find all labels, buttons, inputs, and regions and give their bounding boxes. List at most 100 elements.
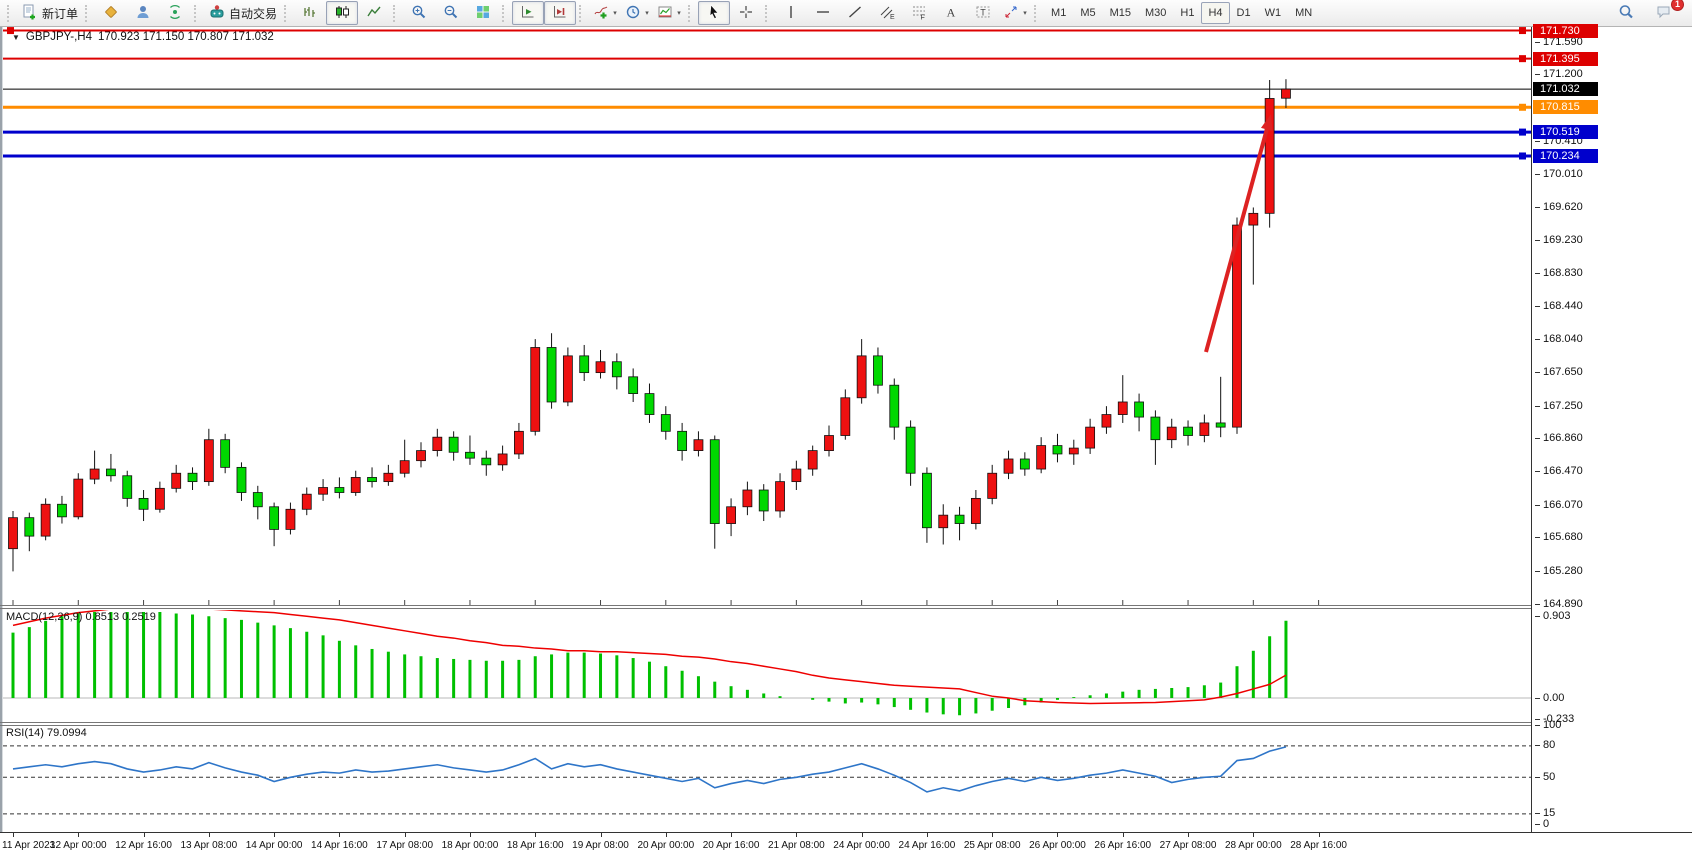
price-tick-label: 0.903 xyxy=(1535,610,1571,623)
line-handle[interactable] xyxy=(1519,128,1526,136)
time-axis-label: 19 Apr 08:00 xyxy=(572,840,629,851)
price-tick-label: 166.070 xyxy=(1535,499,1583,512)
line-handle[interactable] xyxy=(1519,152,1526,160)
cursor-button[interactable] xyxy=(698,1,731,25)
timeframe-m30-button[interactable]: M30 xyxy=(1145,7,1167,19)
time-axis-label: 26 Apr 16:00 xyxy=(1094,840,1152,851)
time-axis-tick xyxy=(339,833,341,837)
toolbar-group-grip xyxy=(579,4,584,22)
search-button[interactable] xyxy=(1610,1,1642,25)
zoom-out-button[interactable] xyxy=(435,1,467,25)
timeframe-m15-button[interactable]: M15 xyxy=(1109,7,1131,19)
candle-body xyxy=(1150,416,1161,441)
chevron-down-icon[interactable]: ▾ xyxy=(645,10,649,17)
pane-separator[interactable] xyxy=(0,722,1692,723)
chevron-down-icon[interactable]: ▾ xyxy=(1023,10,1027,17)
symbol-dropdown-icon[interactable]: ▼ xyxy=(12,32,20,42)
toolbar-group-grip xyxy=(502,4,507,22)
channel-button[interactable]: E xyxy=(871,1,903,25)
chevron-down-icon[interactable]: ▾ xyxy=(677,10,681,17)
chart-shift-icon xyxy=(552,4,568,23)
tile-windows-icon xyxy=(475,4,491,23)
candle-body xyxy=(1117,401,1128,415)
price-tick-label: 165.680 xyxy=(1535,531,1583,544)
price-scale[interactable]: 171.590 171.200 170.410 170.010 169.620 169.2… xyxy=(1531,23,1692,832)
candle-body xyxy=(1232,224,1242,428)
trendline-button[interactable] xyxy=(839,1,871,25)
line-handle[interactable] xyxy=(1519,55,1526,63)
candle-body xyxy=(791,468,802,483)
price-level-badge: 170.519 xyxy=(1533,125,1598,140)
timeframe-h1-button[interactable]: H1 xyxy=(1180,7,1195,19)
tile-windows-button[interactable] xyxy=(467,1,499,25)
candle-body xyxy=(922,472,932,529)
pane-separator[interactable] xyxy=(0,725,1692,726)
text-button[interactable]: A xyxy=(935,1,967,25)
candle-body xyxy=(367,477,377,483)
line-handle[interactable] xyxy=(1519,27,1526,35)
pane-separator[interactable] xyxy=(0,608,1692,609)
candle-body xyxy=(416,450,426,462)
candle-body xyxy=(758,489,769,512)
candles-chart-button[interactable] xyxy=(326,1,359,25)
indicators-button[interactable]: ▾ xyxy=(589,1,621,25)
candle-body xyxy=(1264,98,1275,214)
trend-arrow-object[interactable] xyxy=(1204,128,1269,353)
chevron-down-icon[interactable]: ▾ xyxy=(613,10,617,17)
fibonacci-icon: F xyxy=(911,4,927,23)
arrows-button[interactable]: ▾ xyxy=(999,1,1031,25)
time-axis-label: 26 Apr 00:00 xyxy=(1029,840,1086,851)
fibonacci-button[interactable]: F xyxy=(903,1,935,25)
timeframe-mn-button[interactable]: MN xyxy=(1295,7,1313,19)
vertical-line-button[interactable] xyxy=(775,1,807,25)
candle-body xyxy=(350,477,361,493)
timeframe-m1-button[interactable]: M1 xyxy=(1051,7,1067,19)
svg-text:T: T xyxy=(980,7,986,17)
timeframe-d1-button[interactable]: D1 xyxy=(1236,7,1251,19)
periods-icon xyxy=(625,4,641,23)
text-icon: A xyxy=(943,4,959,23)
profile-button[interactable] xyxy=(127,1,159,25)
timeframe-w1-button[interactable]: W1 xyxy=(1264,7,1282,19)
candle-body xyxy=(644,393,655,415)
timeframe-h4-button[interactable]: H4 xyxy=(1201,2,1230,24)
templates-button[interactable]: ▾ xyxy=(653,1,685,25)
autotrading-button[interactable]: 自动交易 xyxy=(204,1,281,25)
line-handle[interactable] xyxy=(7,27,14,35)
candle-body xyxy=(432,436,443,452)
pane-separator[interactable] xyxy=(0,605,1692,606)
rsi-pane[interactable] xyxy=(3,726,1531,832)
line-handle[interactable] xyxy=(1519,103,1526,111)
autotrading-label: 自动交易 xyxy=(229,6,278,21)
chart-shift-button[interactable] xyxy=(544,1,577,25)
crosshair-icon xyxy=(738,4,754,23)
new-order-button[interactable]: 新订单 xyxy=(17,1,82,25)
crosshair-button[interactable] xyxy=(730,1,762,25)
text-label-button[interactable]: T xyxy=(967,1,999,25)
line-chart-button[interactable] xyxy=(358,1,390,25)
community-button[interactable] xyxy=(95,1,127,25)
horizontal-line-button[interactable] xyxy=(807,1,839,25)
macd-signal-line xyxy=(12,610,1287,705)
time-axis-tick xyxy=(535,833,537,837)
trendline-icon xyxy=(847,4,863,23)
candle-body xyxy=(987,472,998,499)
timeframe-m5-button[interactable]: M5 xyxy=(1080,7,1096,19)
signals-button[interactable] xyxy=(159,1,191,25)
candle-body xyxy=(595,361,606,374)
text-label-icon: T xyxy=(975,4,991,23)
main-chart[interactable] xyxy=(3,27,1531,605)
candle-body xyxy=(514,430,524,455)
candle-body xyxy=(334,487,345,493)
time-scale[interactable]: 11 Apr 2023 12 Apr 00:00 12 Apr 16:00 13 Ap… xyxy=(0,832,1692,855)
time-axis-label: 18 Apr 00:00 xyxy=(441,840,499,851)
time-axis-label: 28 Apr 00:00 xyxy=(1224,840,1282,851)
bars-chart-button[interactable] xyxy=(294,1,326,25)
auto-scroll-button[interactable] xyxy=(512,1,545,25)
price-tick-label: 80 xyxy=(1535,739,1555,752)
periods-button[interactable]: ▾ xyxy=(621,1,653,25)
chat-button[interactable]: 1 xyxy=(1648,0,1684,25)
zoom-in-button[interactable] xyxy=(403,1,435,25)
macd-pane[interactable] xyxy=(3,610,1531,722)
candle-body xyxy=(970,497,981,524)
